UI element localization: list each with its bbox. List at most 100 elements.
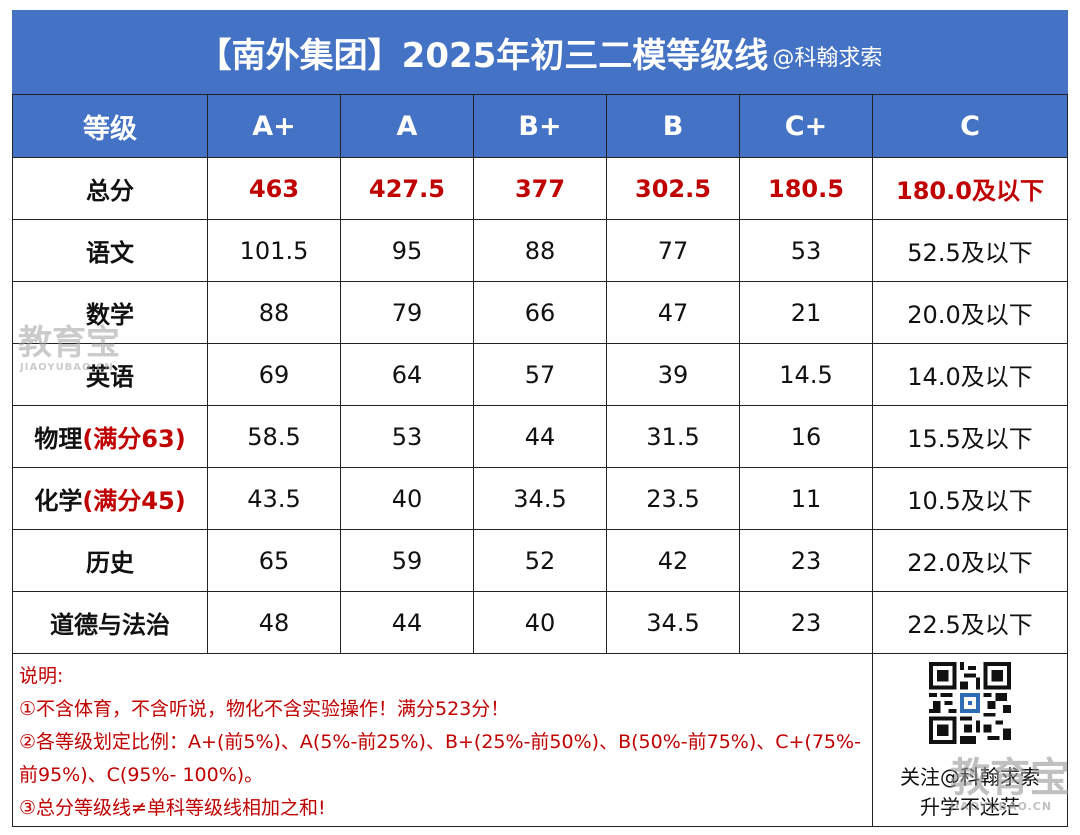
score-cell: 65	[207, 529, 341, 592]
score-cell: 47	[606, 281, 740, 344]
subject-label: 语文	[12, 219, 208, 282]
table-row: 英语 69 64 57 39 14.5 14.0及以下	[12, 343, 1068, 406]
subject-name: 物理	[34, 425, 83, 453]
page-title: 【南外集团】2025年初三二模等级线	[197, 35, 769, 76]
level-header: C	[872, 94, 1068, 158]
subject-label: 总分	[12, 157, 208, 220]
notes-row: 说明: ①不含体育，不含听说，物化不含实验操作！满分523分！ ②各等级划定比例…	[12, 653, 1068, 827]
note-line: ①不含体育，不含听说，物化不含实验操作！满分523分！	[19, 698, 510, 720]
score-cell: 23.5	[606, 467, 740, 530]
table-row: 数学 88 79 66 47 21 20.0及以下	[12, 281, 1068, 344]
score-cell: 77	[606, 219, 740, 282]
score-cell: 79	[340, 281, 474, 344]
watermark-url: JIAOYUBAO.CN	[20, 362, 114, 373]
score-cell: 180.5	[739, 157, 873, 220]
score-cell: 15.5及以下	[872, 405, 1068, 468]
score-cell: 10.5及以下	[872, 467, 1068, 530]
note-line: ②各等级划定比例：A+(前5%)、A(5%-前25%)、B+(25%-前50%)…	[19, 731, 861, 786]
score-cell: 44	[473, 405, 607, 468]
subject-name: 语文	[86, 239, 134, 267]
table-row: 化学(满分45) 43.5 40 34.5 23.5 11 10.5及以下	[12, 467, 1068, 530]
level-header: B	[606, 94, 740, 158]
subject-name: 数学	[86, 301, 134, 329]
subject-label: 物理(满分63)	[12, 405, 208, 468]
watermark-url: JIAOYUBAO.CN	[950, 800, 1053, 813]
score-cell: 53	[739, 219, 873, 282]
full-score-note: (满分63)	[82, 425, 186, 453]
score-cell: 22.5及以下	[872, 591, 1068, 654]
subject-label: 道德与法治	[12, 591, 208, 654]
subject-name: 化学	[34, 487, 83, 515]
subject-label: 化学(满分45)	[12, 467, 208, 530]
score-cell: 42	[606, 529, 740, 592]
score-cell: 463	[207, 157, 341, 220]
score-cell: 48	[207, 591, 341, 654]
score-cell: 20.0及以下	[872, 281, 1068, 344]
notes-cell: 说明: ①不含体育，不含听说，物化不含实验操作！满分523分！ ②各等级划定比例…	[12, 653, 873, 827]
score-cell: 53	[340, 405, 474, 468]
score-cell: 16	[739, 405, 873, 468]
page-frame: 【南外集团】2025年初三二模等级线 @科翰求索 等级 A+ A B+ B C+…	[12, 10, 1068, 830]
grade-table: 等级 A+ A B+ B C+ C 总分 463 427.5 377 302.5 180.…	[12, 94, 1068, 827]
header-row: 等级 A+ A B+ B C+ C	[12, 94, 1068, 158]
score-cell: 52.5及以下	[872, 219, 1068, 282]
table-row: 历史 65 59 52 42 23 22.0及以下	[12, 529, 1068, 592]
score-cell: 69	[207, 343, 341, 406]
score-cell: 66	[473, 281, 607, 344]
table-row: 总分 463 427.5 377 302.5 180.5 180.0及以下	[12, 157, 1068, 220]
score-cell: 44	[340, 591, 474, 654]
qr-code-icon	[929, 662, 1011, 744]
level-header: A	[340, 94, 474, 158]
note-line: ③总分等级线≠单科等级线相加之和!	[19, 797, 326, 819]
score-cell: 302.5	[606, 157, 740, 220]
score-cell: 14.5	[739, 343, 873, 406]
score-cell: 23	[739, 591, 873, 654]
score-cell: 58.5	[207, 405, 341, 468]
subject-name: 英语	[86, 363, 134, 391]
subject-label: 数学	[12, 281, 208, 344]
score-cell: 14.0及以下	[872, 343, 1068, 406]
score-cell: 88	[207, 281, 341, 344]
score-cell: 31.5	[606, 405, 740, 468]
page-subtitle: @科翰求索	[772, 46, 883, 71]
score-cell: 101.5	[207, 219, 341, 282]
corner-label: 等级	[12, 94, 208, 158]
qr-cell: 关注@科翰求索 升学不迷茫	[872, 653, 1068, 827]
watermark-logo: 教育宝	[950, 755, 1070, 801]
title-bar: 【南外集团】2025年初三二模等级线 @科翰求索	[12, 10, 1068, 94]
table-row: 物理(满分63) 58.5 53 44 31.5 16 15.5及以下	[12, 405, 1068, 468]
score-cell: 52	[473, 529, 607, 592]
subject-label: 历史	[12, 529, 208, 592]
notes-heading: 说明:	[19, 665, 64, 687]
score-cell: 34.5	[473, 467, 607, 530]
score-cell: 11	[739, 467, 873, 530]
watermark-logo: 教育宝	[18, 323, 120, 363]
score-cell: 95	[340, 219, 474, 282]
subject-name: 总分	[86, 177, 134, 205]
score-cell: 23	[739, 529, 873, 592]
table-row: 语文 101.5 95 88 77 53 52.5及以下	[12, 219, 1068, 282]
full-score-note: (满分45)	[82, 487, 186, 515]
score-cell: 59	[340, 529, 474, 592]
score-cell: 57	[473, 343, 607, 406]
score-cell: 64	[340, 343, 474, 406]
score-cell: 21	[739, 281, 873, 344]
score-cell: 427.5	[340, 157, 474, 220]
score-cell: 22.0及以下	[872, 529, 1068, 592]
subject-name: 历史	[86, 549, 134, 577]
level-header: A+	[207, 94, 341, 158]
score-cell: 377	[473, 157, 607, 220]
score-cell: 88	[473, 219, 607, 282]
qr-caption: 关注@科翰求索	[900, 765, 1040, 789]
level-header: C+	[739, 94, 873, 158]
qr-caption-2: 升学不迷茫	[920, 795, 1020, 819]
score-cell: 180.0及以下	[872, 157, 1068, 220]
score-cell: 43.5	[207, 467, 341, 530]
score-cell: 39	[606, 343, 740, 406]
score-cell: 34.5	[606, 591, 740, 654]
subject-label: 英语	[12, 343, 208, 406]
score-cell: 40	[473, 591, 607, 654]
level-header: B+	[473, 94, 607, 158]
subject-name: 道德与法治	[50, 611, 170, 639]
table-row: 道德与法治 48 44 40 34.5 23 22.5及以下	[12, 591, 1068, 654]
